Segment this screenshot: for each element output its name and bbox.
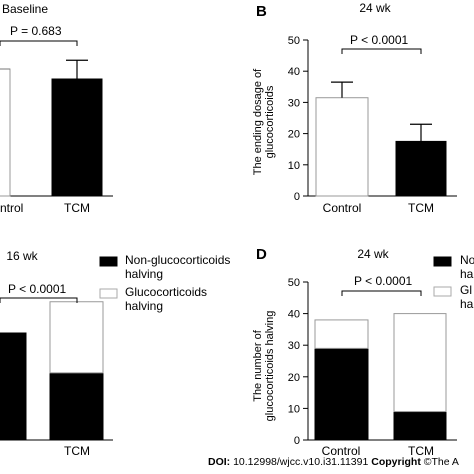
panel-d-ylabel-line1: The number of bbox=[252, 329, 264, 401]
panel-d-segment-control-0 bbox=[314, 347, 369, 441]
bracket-layer bbox=[0, 40, 422, 303]
panel-a-pvalue: P = 0.683 bbox=[10, 24, 62, 38]
panel-c-segment-tcm-0 bbox=[49, 372, 104, 441]
doi-label: DOI: bbox=[208, 456, 231, 468]
panel-a-bar-tcm bbox=[51, 78, 103, 197]
legend-d-swatch-halving bbox=[433, 286, 452, 297]
panel-b-ylabel-line2: glucocorticoids bbox=[264, 85, 276, 158]
panel-d-title: 24 wk bbox=[357, 247, 389, 261]
panel-d-ytick-label: 40 bbox=[288, 309, 300, 321]
marks-layer bbox=[0, 59, 447, 441]
panel-d-bracket bbox=[341, 290, 422, 296]
panel-b-ytick-label: 40 bbox=[288, 66, 300, 78]
panel-d-legend: No ha Gl ha bbox=[433, 253, 474, 311]
panel-b-bar-tcm bbox=[395, 140, 447, 197]
panel-c-pvalue: P < 0.0001 bbox=[8, 282, 66, 296]
panel-b-ylabel-line1: The ending dosage of bbox=[252, 68, 264, 175]
copyright-label: Copyright bbox=[371, 456, 421, 468]
legend-d-label-1: No bbox=[460, 253, 474, 267]
legend-label-non-halving-2: halving bbox=[125, 267, 163, 281]
panel-b-ytick-label: 10 bbox=[288, 160, 300, 172]
legend-label-halving-1: Glucocorticoids bbox=[125, 285, 207, 299]
panel-d-ytick-label: 50 bbox=[288, 277, 300, 289]
panel-c-title: 16 wk bbox=[6, 249, 38, 263]
panel-d-xtick-control: Control bbox=[322, 444, 361, 458]
panel-d-xtick-tcm: TCM bbox=[408, 444, 434, 458]
legend-d-label-2: ha bbox=[460, 267, 474, 281]
panel-b-ytick-label: 30 bbox=[288, 97, 300, 109]
panel-b-bracket bbox=[341, 48, 422, 54]
panel-b-ytick-label: 0 bbox=[294, 191, 300, 203]
panel-a-xtick-tcm: TCM bbox=[64, 201, 90, 215]
doi-text: 10.12998/wjcc.v10.i31.11391 bbox=[230, 456, 372, 468]
panel-c-legend: Non-glucocorticoids halving Glucocortico… bbox=[99, 253, 230, 313]
panel-b-xtick-control: Control bbox=[323, 201, 362, 215]
panel-b-ytick-label: 20 bbox=[288, 129, 300, 141]
panel-b-ytick-label: 50 bbox=[288, 35, 300, 47]
panel-d-pvalue: P < 0.0001 bbox=[354, 274, 412, 288]
legend-swatch-halving bbox=[99, 288, 118, 299]
panel-d-ytick-label: 30 bbox=[288, 340, 300, 352]
panel-d-ytick-label: 0 bbox=[294, 435, 300, 447]
panel-c-segment-control-0 bbox=[0, 332, 27, 441]
panel-b-pvalue: P < 0.0001 bbox=[350, 33, 408, 47]
panel-a-xtick-control: ntrol bbox=[0, 201, 23, 215]
panel-label-d: D bbox=[256, 246, 267, 263]
copyright-tail: ©The A bbox=[420, 456, 459, 468]
panel-d-segment-tcm-1 bbox=[393, 313, 447, 413]
panel-a-bracket bbox=[0, 40, 78, 46]
panel-b-bar-control bbox=[315, 97, 369, 197]
panel-d-ytick-label: 10 bbox=[288, 403, 300, 415]
panel-c-xtick-tcm: TCM bbox=[64, 444, 90, 458]
panel-c-bracket bbox=[0, 297, 78, 303]
panel-d-segment-control-1 bbox=[314, 319, 369, 349]
legend-swatch-non-halving bbox=[99, 256, 118, 267]
panel-a-bar-control bbox=[0, 68, 11, 197]
panel-d-segment-tcm-0 bbox=[393, 411, 447, 441]
panel-c-segment-tcm-1 bbox=[49, 301, 104, 374]
ticks-layer: 0 10 20 30 40 50 0 10 20 30 40 50 bbox=[288, 35, 308, 447]
legend-d-label-4: ha bbox=[460, 297, 474, 311]
legend-label-non-halving-1: Non-glucocorticoids bbox=[125, 253, 230, 267]
panel-d-ytick-label: 20 bbox=[288, 372, 300, 384]
legend-label-halving-2: halving bbox=[125, 299, 163, 313]
panel-b-title: 24 wk bbox=[359, 1, 391, 15]
legend-d-swatch-non-halving bbox=[433, 256, 452, 267]
legend-d-label-3: Gl bbox=[460, 283, 472, 297]
panel-d-ylabel-line2: glucocorticoids halving bbox=[264, 311, 276, 422]
panel-a-title: Baseline bbox=[2, 2, 48, 16]
panel-label-b: B bbox=[256, 3, 267, 20]
doi-footer: DOI: 10.12998/wjcc.v10.i31.11391 Copyrig… bbox=[208, 456, 459, 468]
panel-b-xtick-tcm: TCM bbox=[408, 201, 434, 215]
